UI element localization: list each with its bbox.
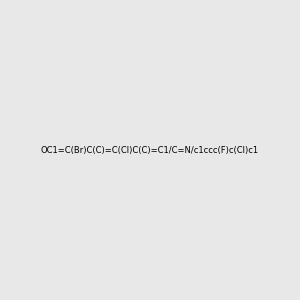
Text: OC1=C(Br)C(C)=C(Cl)C(C)=C1/C=N/c1ccc(F)c(Cl)c1: OC1=C(Br)C(C)=C(Cl)C(C)=C1/C=N/c1ccc(F)c… (41, 146, 259, 154)
